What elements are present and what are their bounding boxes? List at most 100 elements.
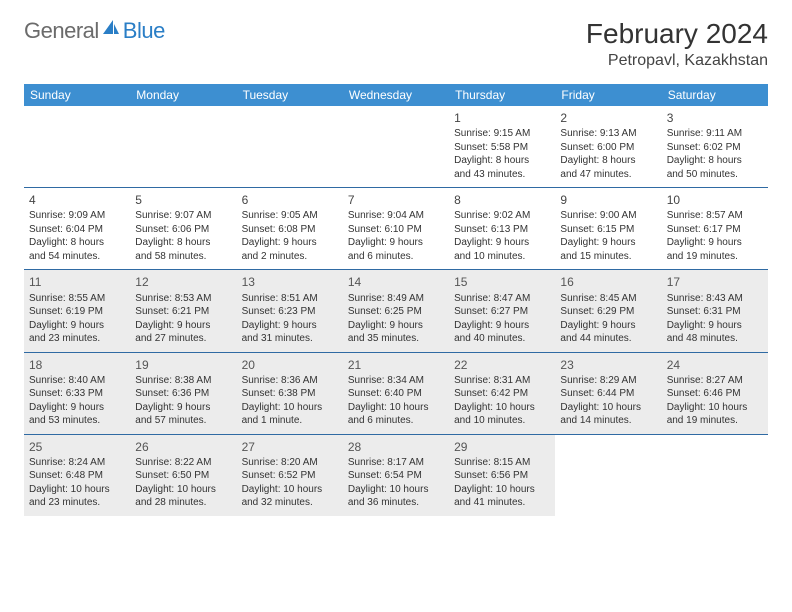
day-number: 23 xyxy=(560,357,656,373)
day-number: 21 xyxy=(348,357,444,373)
day-detail-sunset: Sunset: 6:04 PM xyxy=(29,223,125,237)
day-detail-sunrise: Sunrise: 8:36 AM xyxy=(242,374,338,388)
day-detail-dl1: Daylight: 9 hours xyxy=(29,319,125,333)
weekday-header: Monday xyxy=(130,84,236,106)
day-detail-sunset: Sunset: 6:02 PM xyxy=(667,141,763,155)
day-detail-sunset: Sunset: 6:56 PM xyxy=(454,469,550,483)
day-detail-sunset: Sunset: 6:29 PM xyxy=(560,305,656,319)
calendar-day-cell: 28Sunrise: 8:17 AMSunset: 6:54 PMDayligh… xyxy=(343,434,449,516)
calendar-day-cell: 3Sunrise: 9:11 AMSunset: 6:02 PMDaylight… xyxy=(662,106,768,188)
day-detail-dl1: Daylight: 9 hours xyxy=(135,401,231,415)
calendar-day-cell: 29Sunrise: 8:15 AMSunset: 6:56 PMDayligh… xyxy=(449,434,555,516)
day-number: 8 xyxy=(454,192,550,208)
day-number: 6 xyxy=(242,192,338,208)
day-detail-sunset: Sunset: 6:40 PM xyxy=(348,387,444,401)
day-detail-dl2: and 14 minutes. xyxy=(560,414,656,428)
day-detail-sunset: Sunset: 6:10 PM xyxy=(348,223,444,237)
day-detail-sunrise: Sunrise: 8:53 AM xyxy=(135,292,231,306)
day-number: 9 xyxy=(560,192,656,208)
day-detail-dl2: and 6 minutes. xyxy=(348,250,444,264)
calendar-day-cell: 25Sunrise: 8:24 AMSunset: 6:48 PMDayligh… xyxy=(24,434,130,516)
calendar-day-cell: 6Sunrise: 9:05 AMSunset: 6:08 PMDaylight… xyxy=(237,188,343,270)
day-detail-sunset: Sunset: 6:31 PM xyxy=(667,305,763,319)
day-detail-dl1: Daylight: 9 hours xyxy=(560,236,656,250)
day-detail-dl2: and 19 minutes. xyxy=(667,414,763,428)
day-detail-dl2: and 2 minutes. xyxy=(242,250,338,264)
day-detail-dl2: and 19 minutes. xyxy=(667,250,763,264)
weekday-header: Sunday xyxy=(24,84,130,106)
day-detail-sunrise: Sunrise: 8:15 AM xyxy=(454,456,550,470)
day-detail-dl2: and 54 minutes. xyxy=(29,250,125,264)
title-block: February 2024 Petropavl, Kazakhstan xyxy=(586,18,768,70)
calendar-day-cell xyxy=(24,106,130,188)
calendar-day-cell: 18Sunrise: 8:40 AMSunset: 6:33 PMDayligh… xyxy=(24,352,130,434)
day-number: 7 xyxy=(348,192,444,208)
calendar-day-cell: 14Sunrise: 8:49 AMSunset: 6:25 PMDayligh… xyxy=(343,270,449,352)
day-detail-sunrise: Sunrise: 9:09 AM xyxy=(29,209,125,223)
calendar-day-cell xyxy=(343,106,449,188)
calendar-day-cell xyxy=(130,106,236,188)
day-number: 12 xyxy=(135,274,231,290)
day-detail-dl2: and 53 minutes. xyxy=(29,414,125,428)
day-number: 2 xyxy=(560,110,656,126)
day-detail-sunset: Sunset: 6:54 PM xyxy=(348,469,444,483)
day-detail-dl2: and 43 minutes. xyxy=(454,168,550,182)
day-detail-sunrise: Sunrise: 9:00 AM xyxy=(560,209,656,223)
weekday-header: Saturday xyxy=(662,84,768,106)
day-detail-dl2: and 1 minute. xyxy=(242,414,338,428)
day-detail-dl2: and 10 minutes. xyxy=(454,250,550,264)
day-detail-sunrise: Sunrise: 8:20 AM xyxy=(242,456,338,470)
day-number: 22 xyxy=(454,357,550,373)
day-number: 28 xyxy=(348,439,444,455)
calendar-week-row: 11Sunrise: 8:55 AMSunset: 6:19 PMDayligh… xyxy=(24,270,768,352)
day-detail-dl1: Daylight: 8 hours xyxy=(454,154,550,168)
day-number: 1 xyxy=(454,110,550,126)
day-detail-dl2: and 48 minutes. xyxy=(667,332,763,346)
day-detail-dl1: Daylight: 8 hours xyxy=(560,154,656,168)
day-detail-sunset: Sunset: 6:21 PM xyxy=(135,305,231,319)
day-detail-sunset: Sunset: 6:06 PM xyxy=(135,223,231,237)
day-detail-sunrise: Sunrise: 9:11 AM xyxy=(667,127,763,141)
day-detail-dl1: Daylight: 9 hours xyxy=(29,401,125,415)
day-detail-sunset: Sunset: 6:00 PM xyxy=(560,141,656,155)
logo-text-blue: Blue xyxy=(123,18,165,44)
weekday-header: Wednesday xyxy=(343,84,449,106)
day-detail-sunrise: Sunrise: 8:38 AM xyxy=(135,374,231,388)
day-detail-dl2: and 10 minutes. xyxy=(454,414,550,428)
day-detail-dl1: Daylight: 9 hours xyxy=(560,319,656,333)
brand-logo: General Blue xyxy=(24,18,165,44)
day-detail-dl2: and 27 minutes. xyxy=(135,332,231,346)
calendar-day-cell xyxy=(662,434,768,516)
logo-text-general: General xyxy=(24,18,99,44)
day-detail-sunset: Sunset: 5:58 PM xyxy=(454,141,550,155)
day-detail-sunset: Sunset: 6:27 PM xyxy=(454,305,550,319)
day-detail-sunrise: Sunrise: 9:15 AM xyxy=(454,127,550,141)
day-detail-sunrise: Sunrise: 8:49 AM xyxy=(348,292,444,306)
day-detail-sunrise: Sunrise: 8:55 AM xyxy=(29,292,125,306)
day-detail-dl2: and 47 minutes. xyxy=(560,168,656,182)
calendar-day-cell: 8Sunrise: 9:02 AMSunset: 6:13 PMDaylight… xyxy=(449,188,555,270)
day-detail-sunrise: Sunrise: 9:02 AM xyxy=(454,209,550,223)
calendar-week-row: 18Sunrise: 8:40 AMSunset: 6:33 PMDayligh… xyxy=(24,352,768,434)
day-number: 15 xyxy=(454,274,550,290)
day-detail-dl2: and 32 minutes. xyxy=(242,496,338,510)
calendar-day-cell: 5Sunrise: 9:07 AMSunset: 6:06 PMDaylight… xyxy=(130,188,236,270)
calendar-day-cell: 12Sunrise: 8:53 AMSunset: 6:21 PMDayligh… xyxy=(130,270,236,352)
day-detail-dl1: Daylight: 9 hours xyxy=(667,319,763,333)
day-detail-dl1: Daylight: 9 hours xyxy=(454,319,550,333)
month-title: February 2024 xyxy=(586,18,768,50)
calendar-day-cell: 11Sunrise: 8:55 AMSunset: 6:19 PMDayligh… xyxy=(24,270,130,352)
calendar-day-cell: 13Sunrise: 8:51 AMSunset: 6:23 PMDayligh… xyxy=(237,270,343,352)
day-detail-sunrise: Sunrise: 8:51 AM xyxy=(242,292,338,306)
day-detail-sunset: Sunset: 6:08 PM xyxy=(242,223,338,237)
day-detail-sunrise: Sunrise: 8:27 AM xyxy=(667,374,763,388)
weekday-header: Tuesday xyxy=(237,84,343,106)
day-detail-sunset: Sunset: 6:48 PM xyxy=(29,469,125,483)
day-detail-dl1: Daylight: 10 hours xyxy=(242,483,338,497)
calendar-week-row: 1Sunrise: 9:15 AMSunset: 5:58 PMDaylight… xyxy=(24,106,768,188)
day-number: 14 xyxy=(348,274,444,290)
calendar-day-cell: 21Sunrise: 8:34 AMSunset: 6:40 PMDayligh… xyxy=(343,352,449,434)
calendar-week-row: 25Sunrise: 8:24 AMSunset: 6:48 PMDayligh… xyxy=(24,434,768,516)
day-detail-sunrise: Sunrise: 8:43 AM xyxy=(667,292,763,306)
calendar-day-cell: 27Sunrise: 8:20 AMSunset: 6:52 PMDayligh… xyxy=(237,434,343,516)
